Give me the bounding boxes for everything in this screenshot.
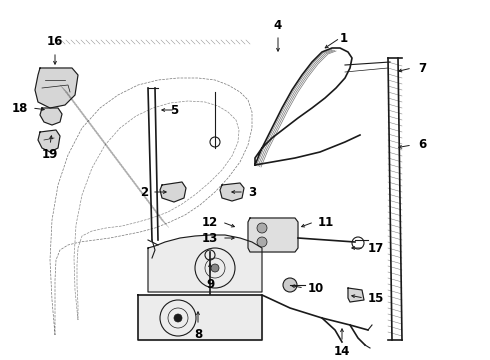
Polygon shape — [40, 108, 62, 125]
Polygon shape — [35, 68, 78, 108]
Polygon shape — [248, 218, 298, 252]
Text: 7: 7 — [418, 62, 426, 75]
Text: 5: 5 — [170, 104, 178, 117]
Text: 11: 11 — [318, 216, 334, 229]
Polygon shape — [160, 182, 186, 202]
Circle shape — [257, 237, 267, 247]
Text: 1: 1 — [340, 31, 348, 45]
Text: 12: 12 — [202, 216, 218, 229]
Polygon shape — [138, 295, 262, 340]
Circle shape — [211, 264, 219, 272]
Circle shape — [174, 314, 182, 322]
Polygon shape — [220, 183, 244, 201]
Text: 18: 18 — [12, 102, 28, 114]
Circle shape — [283, 278, 297, 292]
Text: 8: 8 — [194, 328, 202, 341]
Polygon shape — [38, 130, 60, 152]
Text: 4: 4 — [274, 19, 282, 32]
Text: 19: 19 — [42, 148, 58, 161]
Text: 15: 15 — [368, 292, 384, 305]
Text: 14: 14 — [334, 345, 350, 358]
Text: 9: 9 — [206, 278, 214, 291]
Text: 3: 3 — [248, 185, 256, 198]
Text: 13: 13 — [202, 231, 218, 244]
Polygon shape — [348, 288, 364, 302]
Circle shape — [257, 223, 267, 233]
Polygon shape — [148, 235, 262, 292]
Text: 10: 10 — [308, 282, 324, 294]
Text: 6: 6 — [418, 139, 426, 152]
Text: 17: 17 — [368, 242, 384, 255]
Text: 16: 16 — [47, 35, 63, 48]
Text: 2: 2 — [140, 185, 148, 198]
